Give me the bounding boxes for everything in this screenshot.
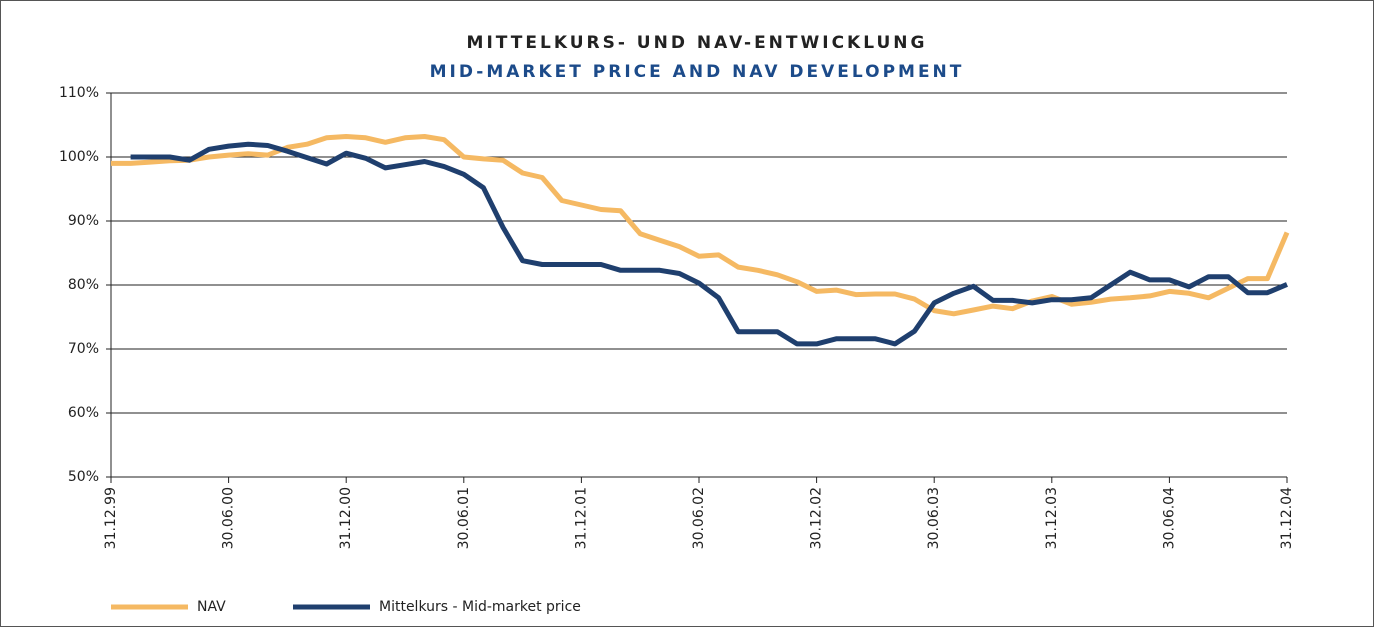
x-tick-label: 31.12.03 [1044,487,1060,549]
y-tick-label: 90% [68,213,99,229]
y-tick-label: 60% [68,405,99,421]
chart-subtitle: MID-MARKET PRICE AND NAV DEVELOPMENT [430,62,965,82]
x-tick-label: 31.12.99 [103,487,119,549]
y-tick-label: 100% [59,149,99,165]
x-tick-label: 31.12.00 [338,487,354,549]
x-tick-label: 30.06.00 [221,487,237,549]
x-tick-label: 30.06.03 [926,487,942,549]
line-series [111,134,1290,317]
x-tick-label: 30.06.01 [456,487,472,549]
y-tick-label: 70% [68,341,99,357]
legend-label: NAV [197,599,226,615]
y-tick-label: 50% [68,469,99,485]
y-tick-label: 110% [59,85,99,101]
x-tick-label: 31.12.04 [1279,487,1295,549]
x-tick-label: 30.12.02 [809,487,825,549]
chart-title: MITTELKURS- UND NAV-ENTWICKLUNG [467,33,928,53]
line-series [130,141,1288,347]
y-tick-label: 80% [68,277,99,293]
x-tick-label: 30.06.02 [691,487,707,549]
x-tick-label: 30.06.04 [1161,487,1177,549]
x-tick-label: 31.12.01 [573,487,589,549]
legend-label: Mittelkurs - Mid-market price [379,599,581,615]
